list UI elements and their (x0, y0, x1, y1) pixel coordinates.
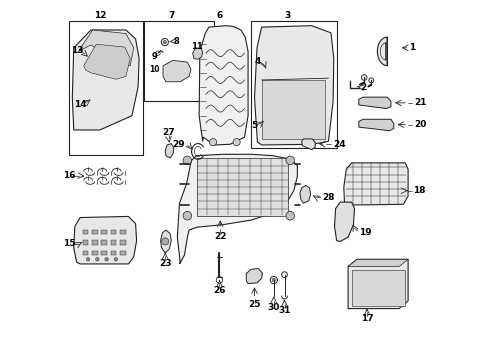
Polygon shape (358, 97, 390, 109)
Polygon shape (358, 119, 393, 131)
Text: 21: 21 (413, 98, 426, 107)
Polygon shape (254, 26, 333, 145)
Polygon shape (72, 30, 139, 130)
Bar (92, 251, 98, 255)
Bar (82, 240, 88, 245)
Bar (110, 230, 116, 234)
Circle shape (233, 139, 240, 146)
Bar (120, 240, 125, 245)
Bar (101, 240, 107, 245)
Polygon shape (199, 26, 247, 145)
Circle shape (163, 40, 166, 44)
Bar (92, 230, 98, 234)
Polygon shape (347, 259, 407, 309)
Bar (262, 80, 324, 139)
Polygon shape (343, 163, 407, 205)
Bar (101, 230, 107, 234)
Text: 16: 16 (63, 171, 76, 180)
Circle shape (156, 51, 160, 55)
Text: 13: 13 (71, 46, 84, 55)
Bar (351, 270, 404, 306)
Bar (250, 21, 337, 148)
Text: 4: 4 (254, 57, 261, 66)
Polygon shape (163, 60, 190, 82)
Polygon shape (74, 216, 136, 264)
Text: 11: 11 (191, 42, 203, 51)
Text: 31: 31 (278, 306, 290, 315)
Bar (143, 21, 214, 102)
Circle shape (285, 211, 294, 220)
Circle shape (281, 272, 287, 278)
Polygon shape (177, 154, 297, 264)
Polygon shape (78, 30, 134, 66)
Text: 18: 18 (412, 186, 425, 195)
Text: 28: 28 (322, 193, 334, 202)
Polygon shape (334, 202, 354, 242)
Text: 22: 22 (214, 232, 226, 241)
Text: 25: 25 (248, 300, 260, 309)
Text: 27: 27 (162, 128, 175, 137)
Text: 1: 1 (408, 43, 415, 52)
Polygon shape (165, 144, 173, 158)
Polygon shape (301, 139, 315, 150)
Text: 20: 20 (413, 120, 426, 129)
Text: 9: 9 (151, 52, 157, 61)
Text: 23: 23 (159, 260, 171, 269)
Text: 10: 10 (148, 66, 159, 75)
Text: 17: 17 (360, 314, 372, 323)
Text: 12: 12 (93, 11, 106, 20)
Bar (69, 21, 142, 155)
Circle shape (104, 257, 108, 261)
Bar (197, 158, 288, 216)
Text: 6: 6 (216, 11, 222, 20)
Text: 29: 29 (171, 140, 184, 149)
Bar (82, 251, 88, 255)
Polygon shape (192, 48, 203, 59)
Bar (101, 251, 107, 255)
Text: 2: 2 (360, 83, 366, 92)
Polygon shape (377, 37, 386, 66)
Polygon shape (160, 230, 171, 253)
Polygon shape (83, 44, 130, 79)
Circle shape (285, 156, 294, 165)
Circle shape (271, 278, 275, 282)
Circle shape (209, 139, 216, 146)
Text: 3: 3 (284, 11, 290, 20)
Bar (82, 230, 88, 234)
Text: 26: 26 (213, 285, 225, 294)
Bar (110, 240, 116, 245)
Circle shape (86, 257, 90, 261)
Circle shape (270, 276, 277, 284)
Text: 7: 7 (168, 11, 174, 20)
Bar (120, 230, 125, 234)
Bar (92, 240, 98, 245)
Circle shape (183, 211, 191, 220)
Bar (110, 251, 116, 255)
Text: 14: 14 (74, 100, 86, 109)
Polygon shape (347, 259, 407, 266)
Text: 15: 15 (63, 239, 76, 248)
Circle shape (162, 238, 168, 245)
Text: 8: 8 (173, 37, 179, 46)
Circle shape (361, 75, 366, 80)
Text: 5: 5 (250, 121, 257, 130)
Text: 24: 24 (332, 140, 345, 149)
Circle shape (114, 257, 118, 261)
Polygon shape (299, 185, 310, 203)
Polygon shape (246, 269, 262, 284)
Text: 30: 30 (267, 303, 280, 312)
Text: 19: 19 (358, 228, 371, 237)
Circle shape (368, 78, 373, 83)
Bar (120, 251, 125, 255)
Circle shape (95, 257, 99, 261)
Circle shape (161, 39, 168, 46)
Circle shape (183, 156, 191, 165)
Circle shape (216, 277, 222, 283)
